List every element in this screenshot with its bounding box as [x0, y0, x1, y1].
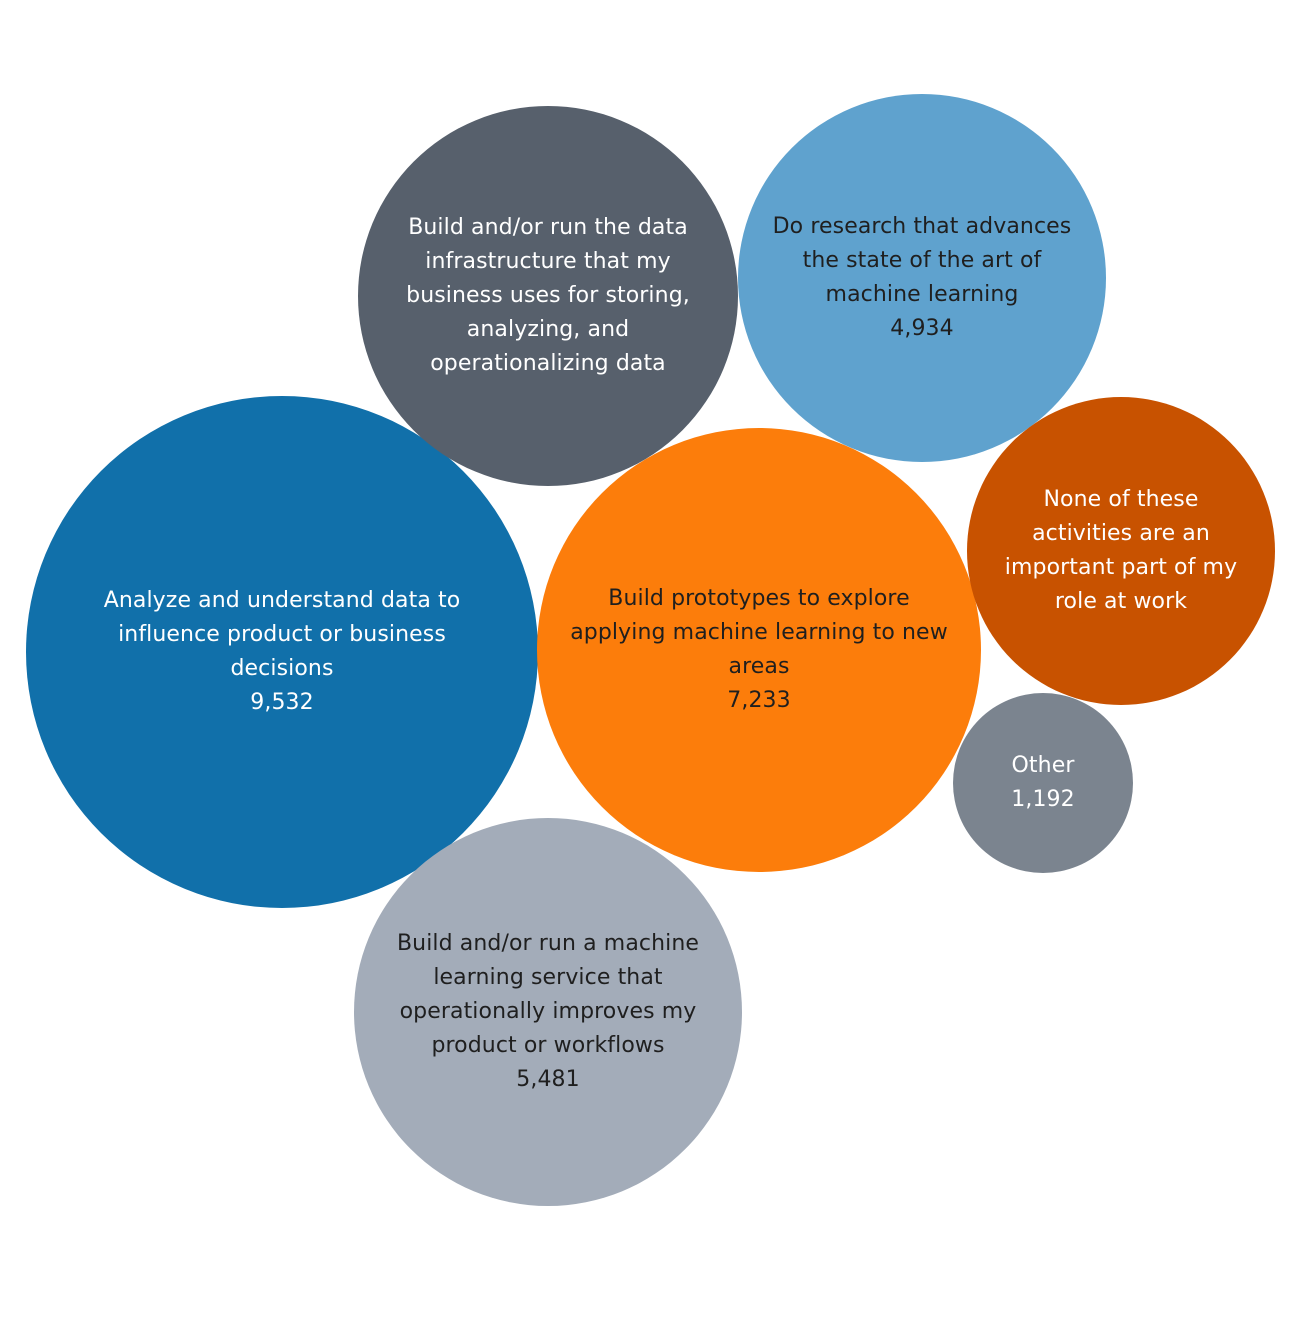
- bubble-label-line: activities are an: [1032, 521, 1210, 546]
- bubble-circle-infrastructure[interactable]: [358, 106, 738, 486]
- bubble-ml-service[interactable]: Build and/or run a machine learning servi…: [354, 818, 742, 1206]
- bubble-label-line: Build prototypes to explore: [608, 586, 909, 611]
- bubble-label-line: None of these: [1044, 487, 1199, 512]
- bubble-value-label: 7,233: [727, 688, 790, 713]
- bubble-analyze[interactable]: Analyze and understand data to influence …: [26, 396, 538, 908]
- bubble-label-line: business uses for storing,: [406, 283, 690, 308]
- bubble-label-line: important part of my: [1005, 555, 1237, 580]
- bubble-label-line: product or workflows: [431, 1033, 664, 1058]
- bubble-label-line: learning service that: [433, 965, 663, 990]
- bubble-value-label: 9,532: [250, 690, 313, 715]
- bubble-circle-analyze[interactable]: [26, 396, 538, 908]
- bubble-label-line: Other: [1012, 753, 1076, 778]
- bubble-label-line: Build and/or run the data: [408, 215, 688, 240]
- bubble-label-line: influence product or business: [118, 622, 446, 647]
- bubble-label-line: areas: [728, 654, 789, 679]
- bubble-label-line: operationalizing data: [430, 351, 666, 376]
- bubble-label-line: Do research that advances: [773, 214, 1072, 239]
- bubble-value-label: 5,481: [516, 1067, 579, 1092]
- bubble-prototypes[interactable]: Build prototypes to explore applying mach…: [537, 428, 981, 872]
- bubble-infrastructure[interactable]: Build and/or run the data infrastructure …: [358, 106, 738, 486]
- bubble-value-label: 4,934: [890, 316, 953, 341]
- bubble-label-line: infrastructure that my: [425, 249, 670, 274]
- bubble-circle-none[interactable]: [967, 397, 1275, 705]
- bubble-label-line: role at work: [1055, 589, 1187, 614]
- bubble-circle-other[interactable]: [953, 693, 1133, 873]
- bubble-label-line: Analyze and understand data to: [104, 588, 461, 613]
- bubble-circle-research[interactable]: [738, 94, 1106, 462]
- bubble-label-line: machine learning: [826, 282, 1019, 307]
- bubble-label-line: analyzing, and: [467, 317, 629, 342]
- bubble-label-line: the state of the art of: [803, 248, 1043, 273]
- bubble-circle-prototypes[interactable]: [537, 428, 981, 872]
- bubble-research[interactable]: Do research that advances the state of th…: [738, 94, 1106, 462]
- bubble-label-line: decisions: [230, 656, 333, 681]
- bubble-value-label: 1,192: [1011, 787, 1074, 812]
- bubble-other[interactable]: Other 1,192: [953, 693, 1133, 873]
- bubble-label-line: operationally improves my: [400, 999, 697, 1024]
- bubble-label-line: Build and/or run a machine: [397, 931, 699, 956]
- bubble-label-line: applying machine learning to new: [570, 620, 948, 645]
- bubble-none[interactable]: None of these activities are an important …: [967, 397, 1275, 705]
- bubble-circle-ml-service[interactable]: [354, 818, 742, 1206]
